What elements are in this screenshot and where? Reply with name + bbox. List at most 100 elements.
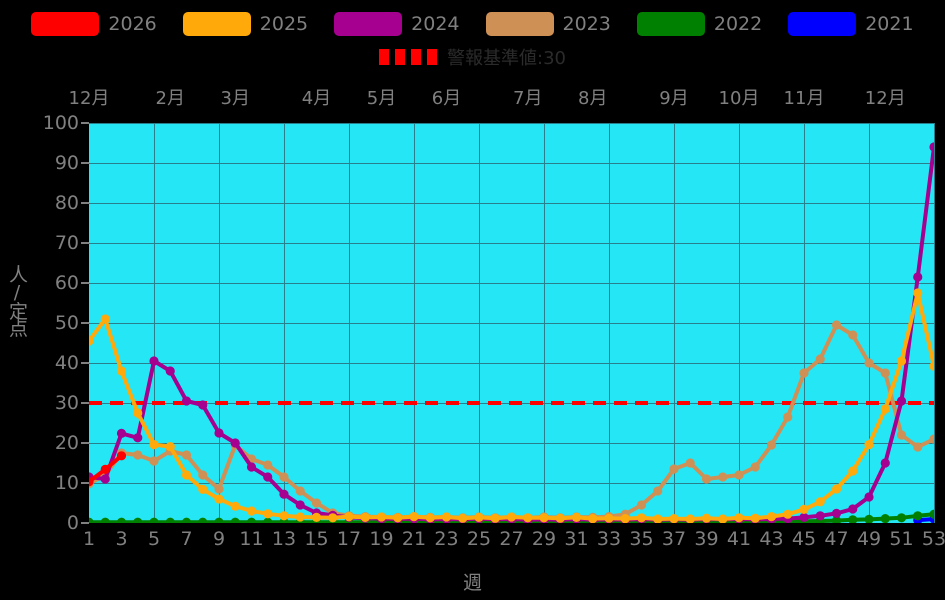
- gridline-vertical: [739, 123, 740, 523]
- x-tick-label: 21: [401, 528, 427, 550]
- y-tick-label: 10: [54, 472, 79, 494]
- x-tick-label: 53: [921, 528, 945, 550]
- data-point-2025: [425, 513, 435, 523]
- data-point-2023: [718, 472, 728, 482]
- gridline-vertical: [804, 123, 805, 523]
- data-point-2023: [864, 358, 874, 368]
- threshold-line: [89, 401, 934, 405]
- data-point-2025: [198, 484, 208, 494]
- y-tick-mark: [81, 482, 89, 484]
- data-point-2025: [799, 504, 809, 514]
- data-point-2024: [896, 396, 907, 406]
- gridline-vertical: [674, 123, 675, 523]
- month-label: 4月: [301, 88, 332, 109]
- month-label: 9月: [659, 88, 689, 109]
- data-point-2022: [864, 514, 874, 523]
- y-axis-label: 人/定点: [6, 264, 28, 336]
- y-tick-mark: [81, 362, 89, 364]
- data-point-2025: [571, 512, 582, 522]
- legend-label-2021: 2021: [865, 13, 914, 35]
- month-label: 5月: [366, 88, 397, 109]
- data-point-2023: [181, 450, 192, 460]
- legend-item-2022[interactable]: 2022: [636, 12, 762, 36]
- data-point-2025: [165, 442, 175, 452]
- y-tick-label: 90: [54, 152, 79, 174]
- y-tick-label: 40: [54, 352, 79, 374]
- x-tick-label: 3: [115, 528, 128, 550]
- data-point-2025: [588, 514, 598, 523]
- month-label: 8月: [578, 88, 608, 109]
- data-point-2023: [198, 470, 208, 480]
- data-point-2025: [539, 513, 549, 523]
- gridline-vertical: [544, 123, 545, 523]
- data-point-2026: [100, 464, 110, 474]
- legend-item-2023[interactable]: 2023: [485, 12, 611, 36]
- data-point-2025: [490, 513, 500, 523]
- gridline-horizontal: [89, 123, 934, 124]
- legend-swatch-2025: [182, 12, 251, 36]
- data-point-2025: [214, 494, 224, 504]
- x-tick-label: 1: [82, 528, 96, 550]
- data-point-2025: [783, 509, 793, 519]
- legend-swatch-2021: [788, 12, 857, 36]
- data-point-2026: [89, 477, 94, 487]
- x-tick-label: 51: [889, 528, 914, 550]
- plot-area: [89, 123, 935, 523]
- y-tick-mark: [81, 162, 89, 164]
- data-point-2022: [896, 513, 907, 523]
- x-tick-label: 27: [499, 528, 524, 550]
- data-point-2025: [685, 514, 695, 523]
- data-point-2025: [360, 512, 370, 522]
- x-tick-label: 41: [726, 528, 752, 550]
- data-point-2025: [181, 470, 192, 480]
- grid-lines: [89, 123, 935, 523]
- series-2026: [89, 451, 127, 487]
- data-point-2025: [100, 314, 110, 324]
- x-tick-label: 19: [369, 528, 394, 550]
- data-point-2025: [230, 501, 240, 511]
- legend-item-2026[interactable]: 2026: [31, 12, 157, 36]
- x-tick-label: 5: [147, 528, 161, 550]
- data-point-2025: [328, 513, 338, 523]
- legend-item-2024[interactable]: 2024: [334, 12, 460, 36]
- threshold-line-swatch: [379, 49, 442, 65]
- data-point-2023: [783, 412, 793, 422]
- data-point-2023: [848, 330, 858, 340]
- data-point-2025: [133, 408, 143, 418]
- data-point-2023: [815, 354, 825, 364]
- gridline-vertical: [219, 123, 220, 523]
- legend-label-2024: 2024: [411, 13, 460, 35]
- data-point-2022: [929, 509, 934, 519]
- data-point-2024: [279, 489, 289, 499]
- data-point-2023: [685, 458, 695, 468]
- data-point-2025: [669, 514, 679, 523]
- data-point-2023: [295, 486, 305, 496]
- gridline-vertical: [414, 123, 415, 523]
- x-tick-label: 23: [434, 528, 459, 550]
- legend-item-2025[interactable]: 2025: [182, 12, 308, 36]
- gridline-horizontal: [89, 203, 934, 204]
- x-tick-label: 37: [661, 528, 687, 550]
- data-point-2025: [506, 512, 517, 522]
- legend-swatch-2024: [334, 12, 403, 36]
- data-point-2025: [393, 513, 403, 523]
- data-point-2023: [149, 456, 159, 466]
- data-point-2025: [653, 514, 663, 523]
- data-point-2025: [409, 512, 419, 522]
- y-tick-label: 60: [54, 272, 79, 294]
- x-tick-label: 43: [759, 528, 784, 550]
- y-tick-mark: [81, 522, 89, 524]
- data-point-2024: [913, 272, 923, 282]
- data-point-2022: [165, 517, 175, 523]
- data-point-2022: [198, 517, 208, 523]
- data-point-2025: [246, 506, 257, 516]
- data-point-2023: [766, 440, 777, 450]
- data-point-2023: [734, 470, 744, 480]
- data-point-2022: [913, 511, 923, 521]
- month-label: 3月: [220, 88, 250, 109]
- data-point-2025: [149, 440, 159, 450]
- legend-item-2021[interactable]: 2021: [788, 12, 914, 36]
- data-point-2022: [100, 517, 110, 523]
- data-point-2025: [279, 511, 289, 521]
- data-point-2025: [474, 512, 484, 522]
